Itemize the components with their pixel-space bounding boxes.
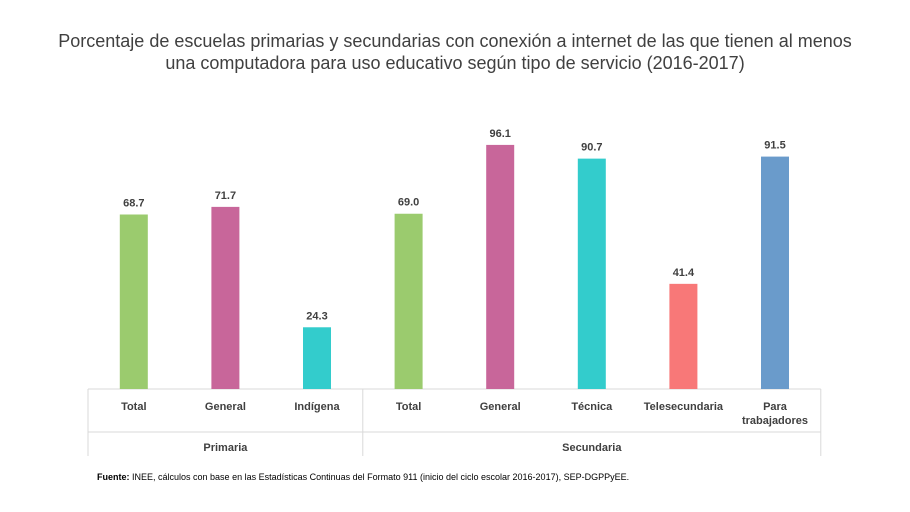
category-label: General bbox=[480, 401, 521, 413]
group-label: Primaria bbox=[203, 442, 248, 454]
group-label: Secundaria bbox=[562, 442, 622, 454]
data-label: 71.7 bbox=[215, 190, 236, 202]
category-label: Técnica bbox=[571, 401, 613, 413]
data-label: 69.0 bbox=[398, 197, 419, 209]
bar-primaria-3 bbox=[303, 327, 331, 389]
data-label: 96.1 bbox=[489, 128, 510, 140]
chart-title-line-1: Porcentaje de escuelas primarias y secun… bbox=[58, 31, 852, 51]
category-label: Total bbox=[121, 401, 146, 413]
category-label: Indígena bbox=[294, 401, 340, 413]
category-label: trabajadores bbox=[742, 415, 808, 427]
data-label: 90.7 bbox=[581, 142, 602, 154]
bar-primaria-2 bbox=[211, 206, 240, 389]
bar-secundaria-5 bbox=[761, 156, 789, 389]
bar-secundaria-1 bbox=[394, 213, 423, 389]
bar-secundaria-3 bbox=[577, 158, 606, 389]
data-label: 91.5 bbox=[764, 140, 785, 152]
data-label: 68.7 bbox=[123, 198, 144, 210]
source-label: Fuente: bbox=[97, 472, 130, 482]
category-label: Telesecundaria bbox=[644, 401, 724, 413]
category-label: Total bbox=[396, 401, 421, 413]
data-label: 24.3 bbox=[306, 310, 327, 322]
bar-secundaria-4 bbox=[669, 283, 698, 389]
chart-title-line-2: una computadora para uso educativo según… bbox=[165, 53, 745, 73]
category-label: Para bbox=[763, 401, 788, 413]
bar-secundaria-2 bbox=[486, 144, 515, 389]
bar-primaria-1 bbox=[119, 214, 148, 389]
source-text: INEE, cálculos con base en las Estadísti… bbox=[132, 472, 630, 482]
category-label: General bbox=[205, 401, 246, 413]
data-label: 41.4 bbox=[673, 267, 695, 279]
chart-title: Porcentaje de escuelas primarias y secun… bbox=[30, 30, 880, 74]
source-note: Fuente: INEE, cálculos con base en las E… bbox=[97, 472, 629, 482]
